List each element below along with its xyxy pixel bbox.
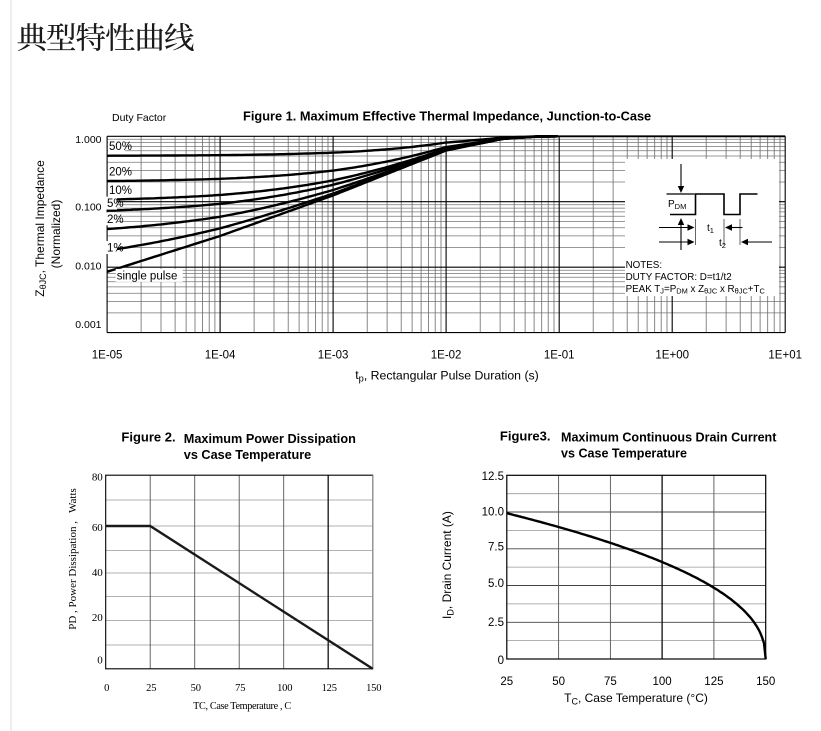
svg-text:1E-03: 1E-03 bbox=[318, 350, 349, 362]
svg-text:5.0: 5.0 bbox=[488, 578, 504, 590]
svg-text:t2: t2 bbox=[719, 238, 726, 250]
svg-text:PD , Power Dissipation , Wat: PD , Power Dissipation , Watts bbox=[67, 488, 79, 630]
svg-text:25: 25 bbox=[146, 683, 156, 694]
svg-text:0: 0 bbox=[97, 655, 103, 667]
svg-text:2%: 2% bbox=[107, 214, 124, 226]
svg-text:0.001: 0.001 bbox=[75, 319, 101, 331]
svg-text:80: 80 bbox=[92, 472, 103, 484]
svg-text:TC, Case Temperature , C: TC, Case Temperature , C bbox=[193, 701, 291, 712]
svg-text:12.5: 12.5 bbox=[482, 471, 504, 483]
svg-text:10%: 10% bbox=[109, 185, 132, 197]
svg-text:0.010: 0.010 bbox=[75, 261, 101, 273]
svg-text:Maximum Power Dissipation: Maximum Power Dissipation bbox=[184, 432, 356, 446]
svg-text:60: 60 bbox=[92, 522, 103, 534]
svg-text:5%: 5% bbox=[107, 198, 124, 210]
svg-text:50%: 50% bbox=[109, 141, 132, 153]
svg-text:NOTES:: NOTES: bbox=[626, 260, 662, 271]
svg-text:20%: 20% bbox=[109, 167, 132, 179]
svg-text:2.5: 2.5 bbox=[488, 617, 504, 629]
svg-text:1.000: 1.000 bbox=[75, 134, 101, 146]
svg-text:Figure3.: Figure3. bbox=[500, 429, 551, 444]
svg-text:0: 0 bbox=[104, 683, 109, 694]
svg-text:DUTY FACTOR: D=t1/t2: DUTY FACTOR: D=t1/t2 bbox=[626, 272, 732, 283]
svg-text:150: 150 bbox=[366, 683, 381, 694]
svg-text:1E+00: 1E+00 bbox=[655, 350, 689, 362]
svg-text:150: 150 bbox=[756, 676, 775, 688]
svg-text:ID, Drain Current (A): ID, Drain Current (A) bbox=[440, 511, 456, 619]
svg-text:1E-05: 1E-05 bbox=[92, 350, 123, 362]
svg-text:single pulse: single pulse bbox=[117, 270, 178, 282]
svg-text:0: 0 bbox=[498, 655, 504, 667]
svg-text:PEAK TJ=PDM x ZθJC x RθJC+TC: PEAK TJ=PDM x ZθJC x RθJC+TC bbox=[626, 284, 766, 296]
svg-text:Duty Factor: Duty Factor bbox=[112, 112, 167, 124]
svg-text:1E-01: 1E-01 bbox=[544, 350, 575, 362]
svg-text:75: 75 bbox=[235, 683, 245, 694]
svg-text:ZθJC, Thermal Impedance: ZθJC, Thermal Impedance bbox=[33, 160, 48, 297]
svg-text:vs Case Temperature: vs Case Temperature bbox=[184, 448, 311, 462]
svg-text:tp, Rectangular Pulse Duration: tp, Rectangular Pulse Duration (s) bbox=[355, 368, 539, 383]
svg-text:1E-02: 1E-02 bbox=[431, 350, 462, 362]
svg-text:t1: t1 bbox=[707, 223, 714, 235]
svg-text:vs Case Temperature: vs Case Temperature bbox=[561, 447, 687, 461]
svg-text:0.100: 0.100 bbox=[75, 202, 101, 214]
svg-text:20: 20 bbox=[92, 612, 103, 624]
svg-text:1%: 1% bbox=[107, 243, 124, 255]
svg-text:40: 40 bbox=[92, 567, 103, 579]
svg-text:75: 75 bbox=[604, 676, 617, 688]
svg-text:TC, Case Temperature (°C): TC, Case Temperature (°C) bbox=[564, 691, 708, 707]
svg-text:Figure 1. Maximum Effective Th: Figure 1. Maximum Effective Thermal Impe… bbox=[243, 109, 651, 124]
svg-text:Figure 2.: Figure 2. bbox=[121, 430, 175, 445]
svg-text:1E+01: 1E+01 bbox=[768, 350, 802, 362]
svg-text:50: 50 bbox=[552, 676, 565, 688]
svg-text:125: 125 bbox=[704, 676, 723, 688]
svg-text:25: 25 bbox=[500, 676, 513, 688]
svg-text:100: 100 bbox=[277, 683, 292, 694]
svg-text:PDM: PDM bbox=[668, 199, 686, 211]
svg-text:Maximum Continuous Drain Curre: Maximum Continuous Drain Current bbox=[561, 431, 777, 445]
svg-text:100: 100 bbox=[653, 676, 672, 688]
svg-text:125: 125 bbox=[322, 683, 337, 694]
svg-text:(Normalized): (Normalized) bbox=[49, 200, 63, 269]
svg-text:50: 50 bbox=[191, 683, 201, 694]
svg-text:10.0: 10.0 bbox=[482, 507, 504, 519]
svg-text:1E-04: 1E-04 bbox=[205, 350, 236, 362]
svg-text:7.5: 7.5 bbox=[488, 542, 504, 554]
